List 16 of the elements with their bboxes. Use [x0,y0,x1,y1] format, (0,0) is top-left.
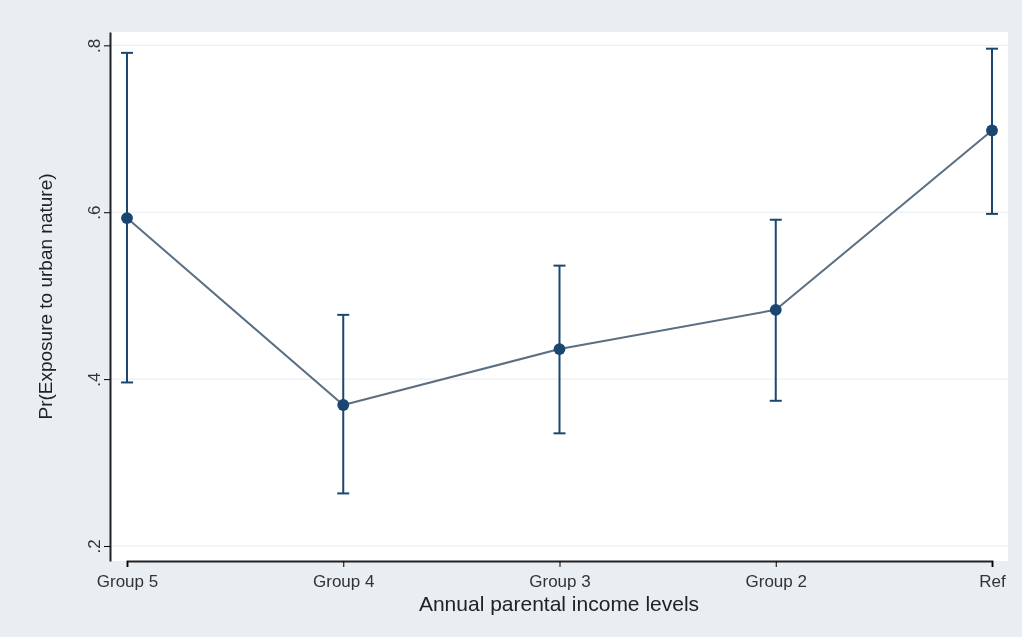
point [986,124,998,137]
point [121,212,133,224]
y-tick-label: .4 [85,372,104,387]
x-tick-label: Ref [979,572,1006,591]
x-tick-label: Group 4 [313,572,375,591]
y-tick-label: .2 [85,539,104,554]
x-tick-label: Group 5 [96,572,159,591]
y-axis-title: Pr(Exposure to urban nature) [35,173,56,420]
point [337,399,350,411]
point [769,303,782,316]
x-axis-title: Annual parental income levels [418,592,700,615]
x-tick-label: Group 3 [529,572,591,591]
x-tick-label: Group 2 [745,572,807,591]
point [553,343,566,355]
y-tick-label: .6 [85,205,104,220]
y-tick-label: .8 [85,38,104,53]
